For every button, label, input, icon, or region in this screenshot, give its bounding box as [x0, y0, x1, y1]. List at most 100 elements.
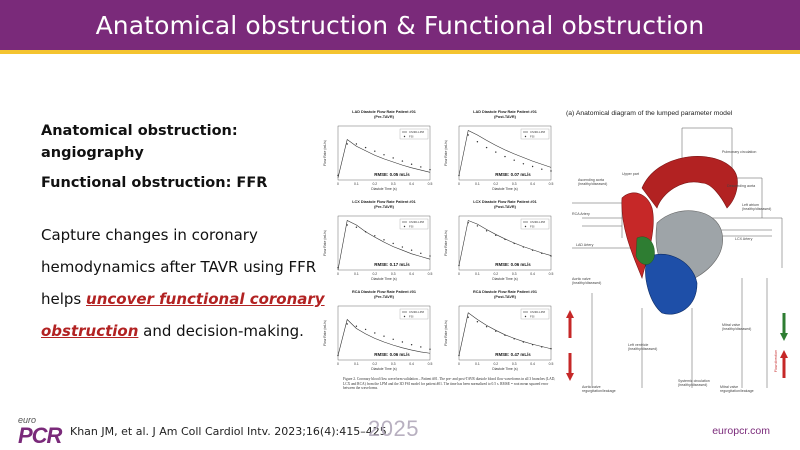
series-point-fsi [337, 354, 339, 357]
label-flow-direction: Flow direction [774, 350, 778, 373]
rmse-annotation: RMSE: 0.06 mL/s [495, 262, 531, 267]
x-axis-label: Diastole Time (s) [492, 277, 517, 281]
plot-frame [458, 215, 552, 271]
series-point-fsi [550, 255, 552, 257]
series-point-fsi [467, 134, 469, 136]
x-tick-label: 0.3 [391, 182, 396, 186]
chart-svg: LCX Diastole Flow Rate Patient #01(Post-… [444, 200, 553, 281]
chart-subtitle: (Post-TAVR) [494, 205, 517, 209]
series-point-fsi [513, 242, 515, 245]
legend-label-lpm: CS/3D-LPM [530, 130, 546, 134]
chart-subtitle: (Post-TAVR) [494, 115, 517, 119]
x-tick-label: 0 [337, 272, 339, 276]
x-tick-label: 0.4 [409, 272, 414, 276]
chart-svg: LAD Diastole Flow Rate Patient #01(Post-… [444, 110, 553, 191]
series-point-fsi [541, 168, 543, 170]
x-tick-label: 0 [458, 362, 460, 366]
legend-point-swatch [524, 135, 527, 138]
plot-frame [458, 305, 552, 361]
para-part1: Capture changes in coronary hemodynamics… [41, 226, 317, 308]
x-tick-label: 0.1 [475, 182, 480, 186]
left-text-panel: Anatomical obstruction: angiography Func… [41, 120, 331, 347]
x-tick-label: 0 [458, 272, 460, 276]
series-point-fsi [522, 246, 525, 248]
series-point-fsi [355, 143, 358, 145]
series-line-lpm [458, 130, 552, 176]
flow-chart-1: LAD Diastole Flow Rate Patient #01 (Pre-T… [318, 108, 436, 196]
chart-title: LCX Diastole Flow Rate Patient #01 [352, 200, 416, 204]
series-point-fsi [429, 348, 431, 350]
series-point-fsi [429, 168, 431, 171]
diagram-title: (a) Anatomical diagram of the lumped par… [566, 110, 733, 117]
chart-subtitle: (Pre-TAVR) [374, 115, 394, 119]
legend-box [399, 308, 429, 320]
x-axis-label: Diastole Time (s) [371, 187, 396, 191]
series-point-fsi [420, 166, 422, 168]
series-point-fsi [346, 224, 348, 226]
label-ascending: Ascending aorta (healthy/diseased) [578, 178, 608, 187]
series-point-fsi [485, 326, 488, 328]
y-axis-label: Flow Rate (mL/s) [444, 140, 448, 166]
series-point-fsi [337, 174, 339, 177]
para-highlight: uncover functional coronary obstruction [41, 290, 325, 340]
accent-bar [0, 50, 800, 54]
flow-rate-figure: LAD Diastole Flow Rate Patient #01 (Pre-T… [318, 108, 560, 390]
series-point-fsi [513, 338, 515, 340]
x-tick-label: 0 [458, 182, 460, 186]
legend-point-swatch [524, 225, 527, 228]
functional-line: Functional obstruction: FFR [41, 175, 268, 191]
series-point-fsi [364, 328, 367, 331]
series-point-fsi [550, 170, 552, 172]
footer-url[interactable]: europcr.com [712, 425, 770, 437]
series-line-lpm [337, 220, 431, 271]
series-line-lpm [458, 312, 552, 356]
x-tick-label: 0.2 [372, 182, 377, 186]
series-point-fsi [355, 325, 358, 327]
x-tick-label: 0.2 [372, 272, 377, 276]
x-tick-label: 0 [337, 182, 339, 186]
chart-subtitle: (Pre-TAVR) [374, 205, 394, 209]
legend-point-swatch [403, 135, 406, 138]
series-point-fsi [531, 165, 534, 168]
chart-svg: LCX Diastole Flow Rate Patient #01(Pre-T… [323, 200, 433, 281]
flow-chart-2: LAD Diastole Flow Rate Patient #01 (Post-… [439, 108, 557, 196]
chart-svg: LAD Diastole Flow Rate Patient #01(Pre-T… [323, 110, 433, 191]
x-tick-label: 0.5 [428, 272, 433, 276]
year-watermark: 2025 [368, 416, 419, 441]
x-tick-label: 0.5 [428, 182, 433, 186]
legend-label-fsi: FSI [530, 315, 535, 319]
y-axis-label: Flow Rate (mL/s) [323, 140, 327, 166]
plot-frame [337, 215, 431, 271]
label-mitral-valve: Mitral valve (healthy/diseased) [722, 323, 752, 332]
series-point-fsi [429, 255, 431, 257]
legend-box [520, 308, 550, 320]
x-axis-label: Diastole Time (s) [492, 367, 517, 371]
series-point-fsi [383, 154, 385, 156]
series-point-fsi [337, 267, 339, 269]
series-point-fsi [401, 160, 404, 162]
logo-pcr: PCR [18, 423, 62, 448]
legend-point-swatch [403, 225, 406, 228]
label-lad: LAD Artery [576, 243, 594, 247]
series-point-fsi [346, 143, 348, 145]
legend-box [520, 218, 550, 230]
series-point-fsi [458, 264, 460, 267]
series-point-fsi [458, 174, 460, 177]
x-tick-label: 0 [337, 362, 339, 366]
series-point-fsi [374, 235, 376, 237]
legend-label-fsi: FSI [409, 135, 414, 139]
legend-box [520, 128, 550, 140]
header-bar: Anatomical obstruction & Functional obst… [0, 0, 800, 50]
plot-frame [337, 305, 431, 361]
plot-frame [337, 125, 431, 181]
flow-arrows [566, 310, 788, 381]
x-tick-label: 0.4 [530, 362, 535, 366]
para-part2: and decision-making. [138, 322, 304, 340]
rmse-annotation: RMSE: 0.07 mL/s [495, 172, 531, 177]
series-point-fsi [467, 316, 469, 318]
legend-label-fsi: FSI [530, 135, 535, 139]
rmse-annotation: RMSE: 0.47 mL/s [495, 352, 531, 357]
chart-title: RCA Diastole Flow Rate Patient #01 [473, 290, 537, 294]
series-point-fsi [392, 242, 394, 245]
